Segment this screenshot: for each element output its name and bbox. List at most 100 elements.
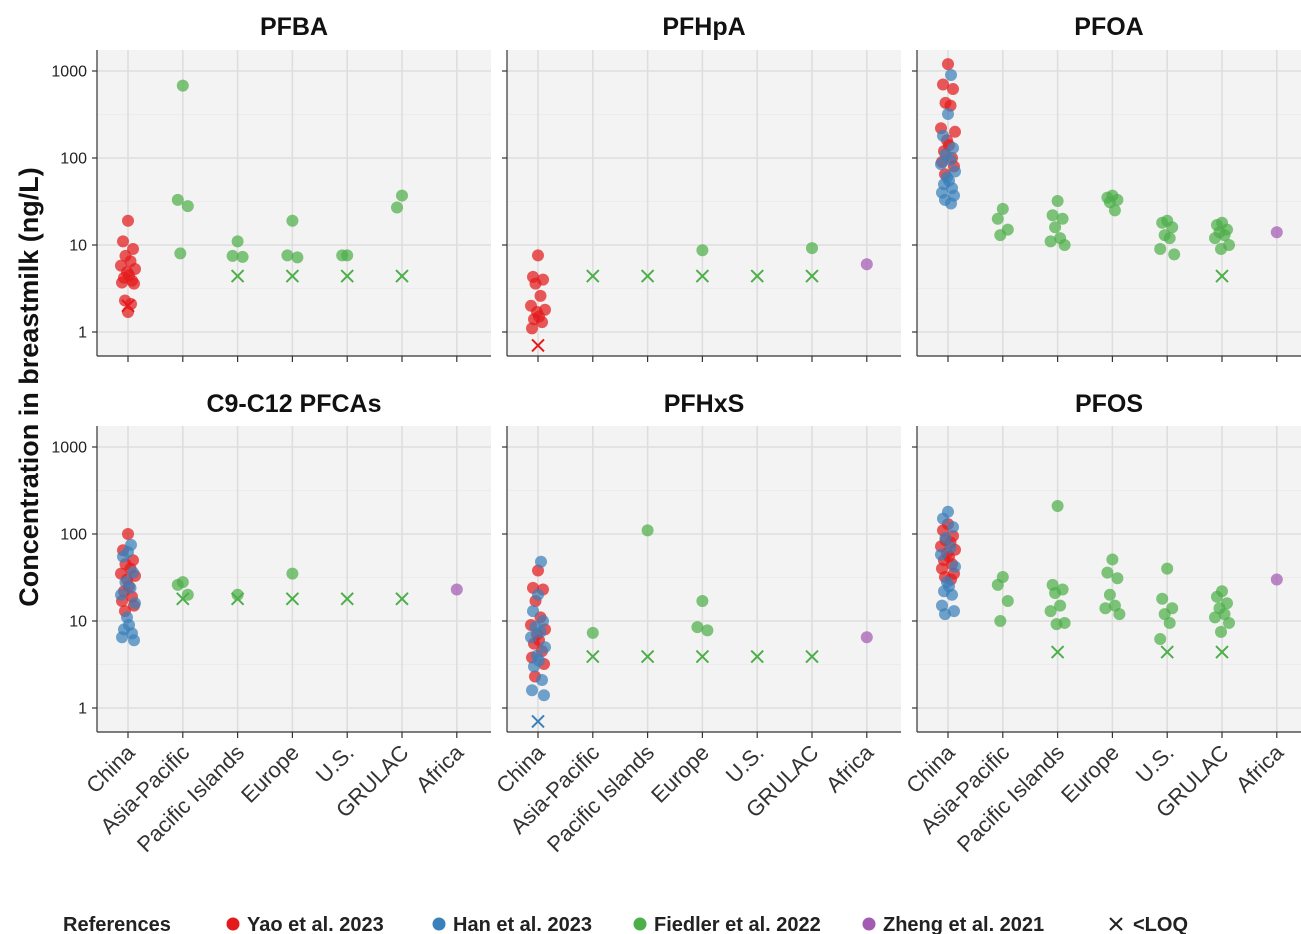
data-point-fiedler-et-al-2022 [1049, 586, 1062, 599]
data-point-fiedler-et-al-2022 [1166, 221, 1179, 234]
data-point-han-et-al-2023 [117, 550, 129, 563]
data-point-han-et-al-2023 [525, 631, 537, 644]
data-point-yao-et-al-2023 [529, 277, 542, 290]
data-point-yao-et-al-2023 [526, 322, 538, 335]
data-point-han-et-al-2023 [947, 521, 959, 534]
loq-marker [531, 338, 545, 353]
data-point-fiedler-et-al-2022 [806, 242, 818, 255]
loq-stroke [1109, 917, 1123, 931]
loq-stroke [640, 649, 655, 664]
panel-background [97, 50, 491, 356]
data-point-han-et-al-2023 [942, 108, 954, 121]
data-point-han-et-al-2023 [128, 634, 140, 647]
data-point-yao-et-al-2023 [942, 58, 954, 71]
loq-marker [340, 592, 354, 606]
data-point-fiedler-et-al-2022 [171, 578, 184, 591]
loq-marker [695, 269, 710, 283]
loq-stroke [285, 592, 300, 606]
data-point-yao-et-al-2023 [128, 277, 140, 290]
x-tick-label-africa: Africa [821, 739, 879, 797]
y-axis-label: Concentration in breastmilk (ng/L) [14, 167, 44, 607]
panel-background [507, 426, 901, 732]
data-point-fiedler-et-al-2022 [1158, 608, 1171, 621]
data-point-han-et-al-2023 [945, 68, 957, 81]
data-point-han-et-al-2023 [939, 531, 952, 544]
data-point-fiedler-et-al-2022 [586, 626, 599, 639]
x-tick-label-u-s: U.S. [721, 740, 769, 788]
data-point-fiedler-et-al-2022 [1218, 608, 1231, 621]
data-point-fiedler-et-al-2022 [1156, 216, 1169, 229]
panel-title-c9-c12-pfcas: C9-C12 PFCAs [206, 390, 381, 418]
data-point-yao-et-al-2023 [949, 125, 961, 138]
data-point-fiedler-et-al-2022 [174, 247, 187, 260]
loq-stroke [750, 649, 764, 664]
data-point-zheng-et-al-2021 [1270, 573, 1283, 586]
data-point-han-et-al-2023 [935, 158, 947, 171]
data-point-han-et-al-2023 [944, 153, 957, 166]
data-point-fiedler-et-al-2022 [391, 201, 403, 214]
data-point-yao-et-al-2023 [116, 276, 128, 289]
data-point-fiedler-et-al-2022 [286, 214, 299, 227]
data-point-fiedler-et-al-2022 [1223, 616, 1235, 629]
legend-title: References [63, 914, 171, 934]
loq-marker [805, 269, 819, 283]
loq-stroke [340, 269, 354, 283]
y-tick-label: 10 [69, 238, 87, 255]
data-point-fiedler-et-al-2022 [286, 567, 299, 580]
data-point-han-et-al-2023 [939, 608, 951, 621]
loq-marker [176, 592, 190, 606]
data-point-zheng-et-al-2021 [860, 258, 873, 271]
data-point-fiedler-et-al-2022 [691, 621, 704, 634]
legend-swatch-zheng-et-al-2021 [862, 917, 876, 931]
loq-stroke [1050, 645, 1065, 659]
panel-title-pfhxs: PFHxS [664, 390, 745, 418]
panel-title-pfba: PFBA [260, 13, 328, 41]
data-point-fiedler-et-al-2022 [1111, 572, 1124, 585]
data-point-fiedler-et-al-2022 [1209, 611, 1221, 624]
data-point-fiedler-et-al-2022 [1108, 204, 1121, 217]
loq-stroke [805, 269, 819, 283]
loq-stroke [805, 649, 819, 664]
loq-marker [285, 592, 300, 606]
data-point-yao-et-al-2023 [122, 214, 134, 227]
data-point-yao-et-al-2023 [536, 316, 548, 329]
data-point-yao-et-al-2023 [937, 78, 949, 91]
loq-stroke [640, 269, 655, 283]
data-point-fiedler-et-al-2022 [181, 200, 194, 213]
data-point-han-et-al-2023 [538, 689, 550, 702]
data-point-fiedler-et-al-2022 [641, 524, 654, 537]
data-point-han-et-al-2023 [129, 597, 141, 610]
data-point-han-et-al-2023 [532, 588, 544, 601]
data-point-han-et-al-2023 [124, 581, 137, 594]
y-tick-label: 1000 [51, 440, 87, 457]
loq-marker [340, 269, 354, 283]
legend-label-zheng-et-al-2021: Zheng et al. 2021 [883, 914, 1044, 934]
x-tick-label-europe: Europe [236, 740, 304, 808]
data-point-han-et-al-2023 [116, 631, 128, 644]
loq-marker [640, 649, 655, 664]
x-tick-label-europe: Europe [646, 740, 714, 808]
loq-marker [395, 269, 409, 283]
loq-stroke [586, 269, 600, 283]
data-point-fiedler-et-al-2022 [1056, 212, 1069, 225]
loq-stroke [1215, 645, 1229, 659]
data-point-fiedler-et-al-2022 [396, 189, 408, 202]
legend-label-han-et-al-2023: Han et al. 2023 [453, 914, 592, 934]
x-tick-label-europe: Europe [1056, 740, 1124, 808]
panel-background [917, 426, 1301, 732]
y-tick-label: 1000 [51, 64, 87, 81]
data-point-yao-et-al-2023 [534, 289, 547, 302]
loq-stroke [395, 269, 409, 283]
data-point-fiedler-et-al-2022 [1113, 608, 1126, 621]
data-point-fiedler-et-al-2022 [1001, 594, 1014, 607]
loq-marker [121, 299, 135, 313]
data-point-han-et-al-2023 [535, 555, 547, 568]
loq-stroke [586, 649, 600, 664]
data-point-fiedler-et-al-2022 [1154, 633, 1167, 646]
data-point-fiedler-et-al-2022 [291, 251, 304, 264]
loq-marker [395, 592, 409, 606]
loq-stroke [285, 269, 300, 283]
data-point-yao-et-al-2023 [947, 83, 959, 96]
loq-marker [1160, 645, 1174, 659]
